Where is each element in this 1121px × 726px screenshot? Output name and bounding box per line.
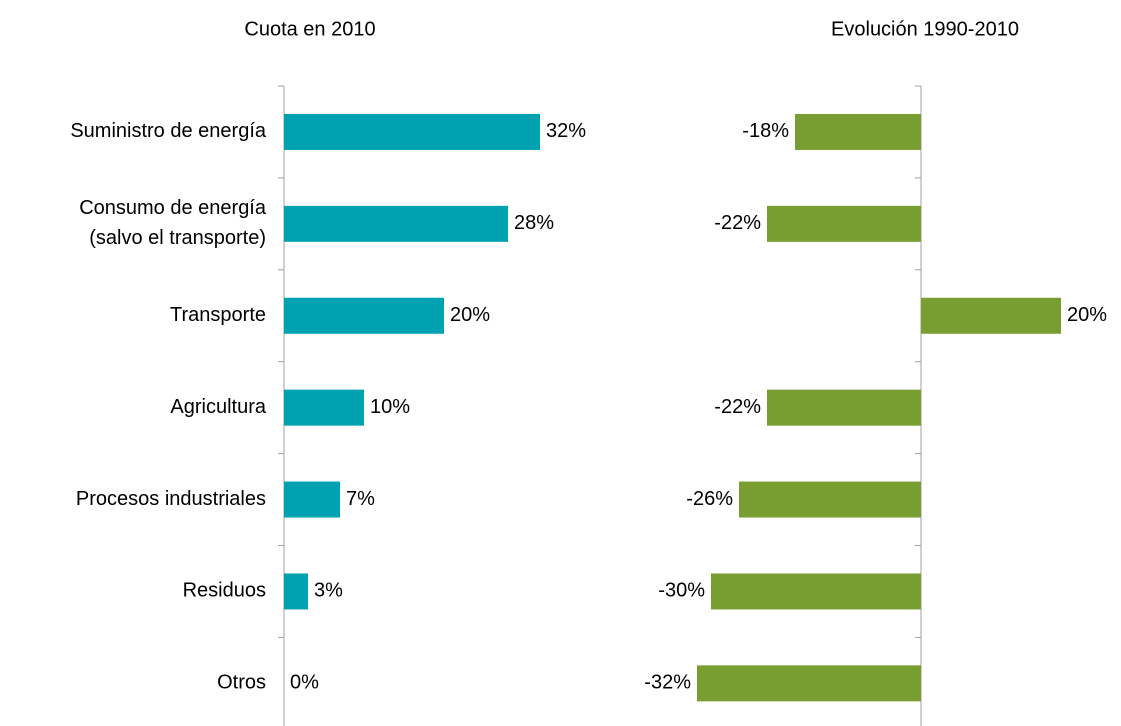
value-label: 20% — [450, 304, 490, 326]
bar — [284, 297, 444, 334]
value-label: -18% — [742, 120, 789, 142]
bar — [697, 665, 921, 702]
bar — [284, 389, 364, 426]
bar — [284, 573, 308, 610]
bar — [767, 205, 921, 242]
value-label: -22% — [714, 212, 761, 234]
bar — [795, 113, 921, 150]
value-label: 20% — [1067, 304, 1107, 326]
value-label: -32% — [644, 672, 691, 694]
bar — [767, 389, 921, 426]
category-label: Procesos industriales — [76, 488, 266, 510]
value-label: 32% — [546, 120, 586, 142]
bar — [284, 481, 340, 518]
category-label-line: Consumo de energía — [79, 197, 267, 219]
value-label: 7% — [346, 488, 375, 510]
chart-title: Cuota en 2010 — [244, 18, 375, 40]
value-label: 28% — [514, 212, 554, 234]
category-label: Otros — [217, 672, 266, 694]
category-label-line: (salvo el transporte) — [89, 227, 266, 249]
value-label: -30% — [658, 580, 705, 602]
chart-title: Evolución 1990-2010 — [831, 18, 1019, 40]
value-label: 10% — [370, 396, 410, 418]
bar — [711, 573, 921, 610]
category-label: Residuos — [183, 580, 266, 602]
category-label: Consumo de energía (salvo el transporte) — [79, 197, 267, 249]
category-label: Transporte — [170, 304, 266, 326]
category-label: Agricultura — [170, 396, 266, 418]
value-label: 3% — [314, 580, 343, 602]
category-label: Suministro de energía — [70, 120, 267, 142]
bar — [739, 481, 921, 518]
value-label: -26% — [686, 488, 733, 510]
value-label: 0% — [290, 672, 319, 694]
value-label: -22% — [714, 396, 761, 418]
bar — [284, 113, 540, 150]
bar — [921, 297, 1061, 334]
bar — [284, 205, 508, 242]
